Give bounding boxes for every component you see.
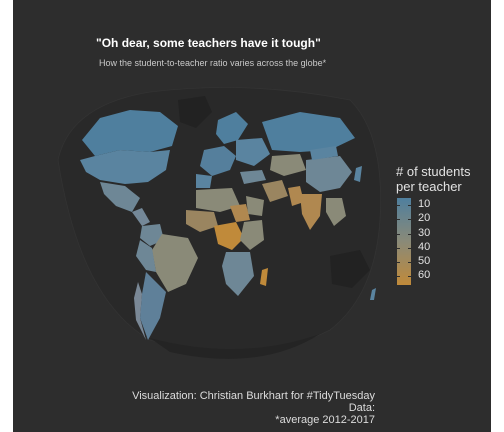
legend-tick-label: 10 [418, 198, 430, 210]
legend-tick-mark [408, 262, 411, 263]
legend-tick-mark [397, 205, 400, 206]
caption-line1: Visualization: Christian Burkhart for #T… [132, 390, 375, 402]
chart-caption: Visualization: Christian Burkhart for #T… [132, 390, 375, 426]
legend-tick-mark [408, 205, 411, 206]
legend-tick-mark [408, 276, 411, 277]
legend-tick-label: 20 [418, 212, 430, 224]
legend-tick-label: 30 [418, 227, 430, 239]
legend-tick-label: 40 [418, 241, 430, 253]
caption-line3: *average 2012-2017 [132, 414, 375, 426]
legend-tick-mark [397, 219, 400, 220]
legend-tick-mark [408, 219, 411, 220]
legend-title: # of students per teacher [396, 164, 470, 194]
country-new-zealand [370, 288, 376, 300]
legend-tick-label: 60 [418, 269, 430, 281]
legend-tick-label: 50 [418, 255, 430, 267]
legend-tick-mark [397, 262, 400, 263]
legend-tick-mark [397, 248, 400, 249]
legend-title-line2: per teacher [396, 179, 470, 194]
legend-tick-mark [397, 276, 400, 277]
legend-tick-mark [408, 234, 411, 235]
legend-title-line1: # of students [396, 164, 470, 179]
country-spain [196, 174, 212, 188]
legend-tick-mark [408, 248, 411, 249]
legend-colorbar [397, 198, 411, 285]
legend-tick-mark [397, 234, 400, 235]
caption-line2: Data: [132, 402, 375, 414]
